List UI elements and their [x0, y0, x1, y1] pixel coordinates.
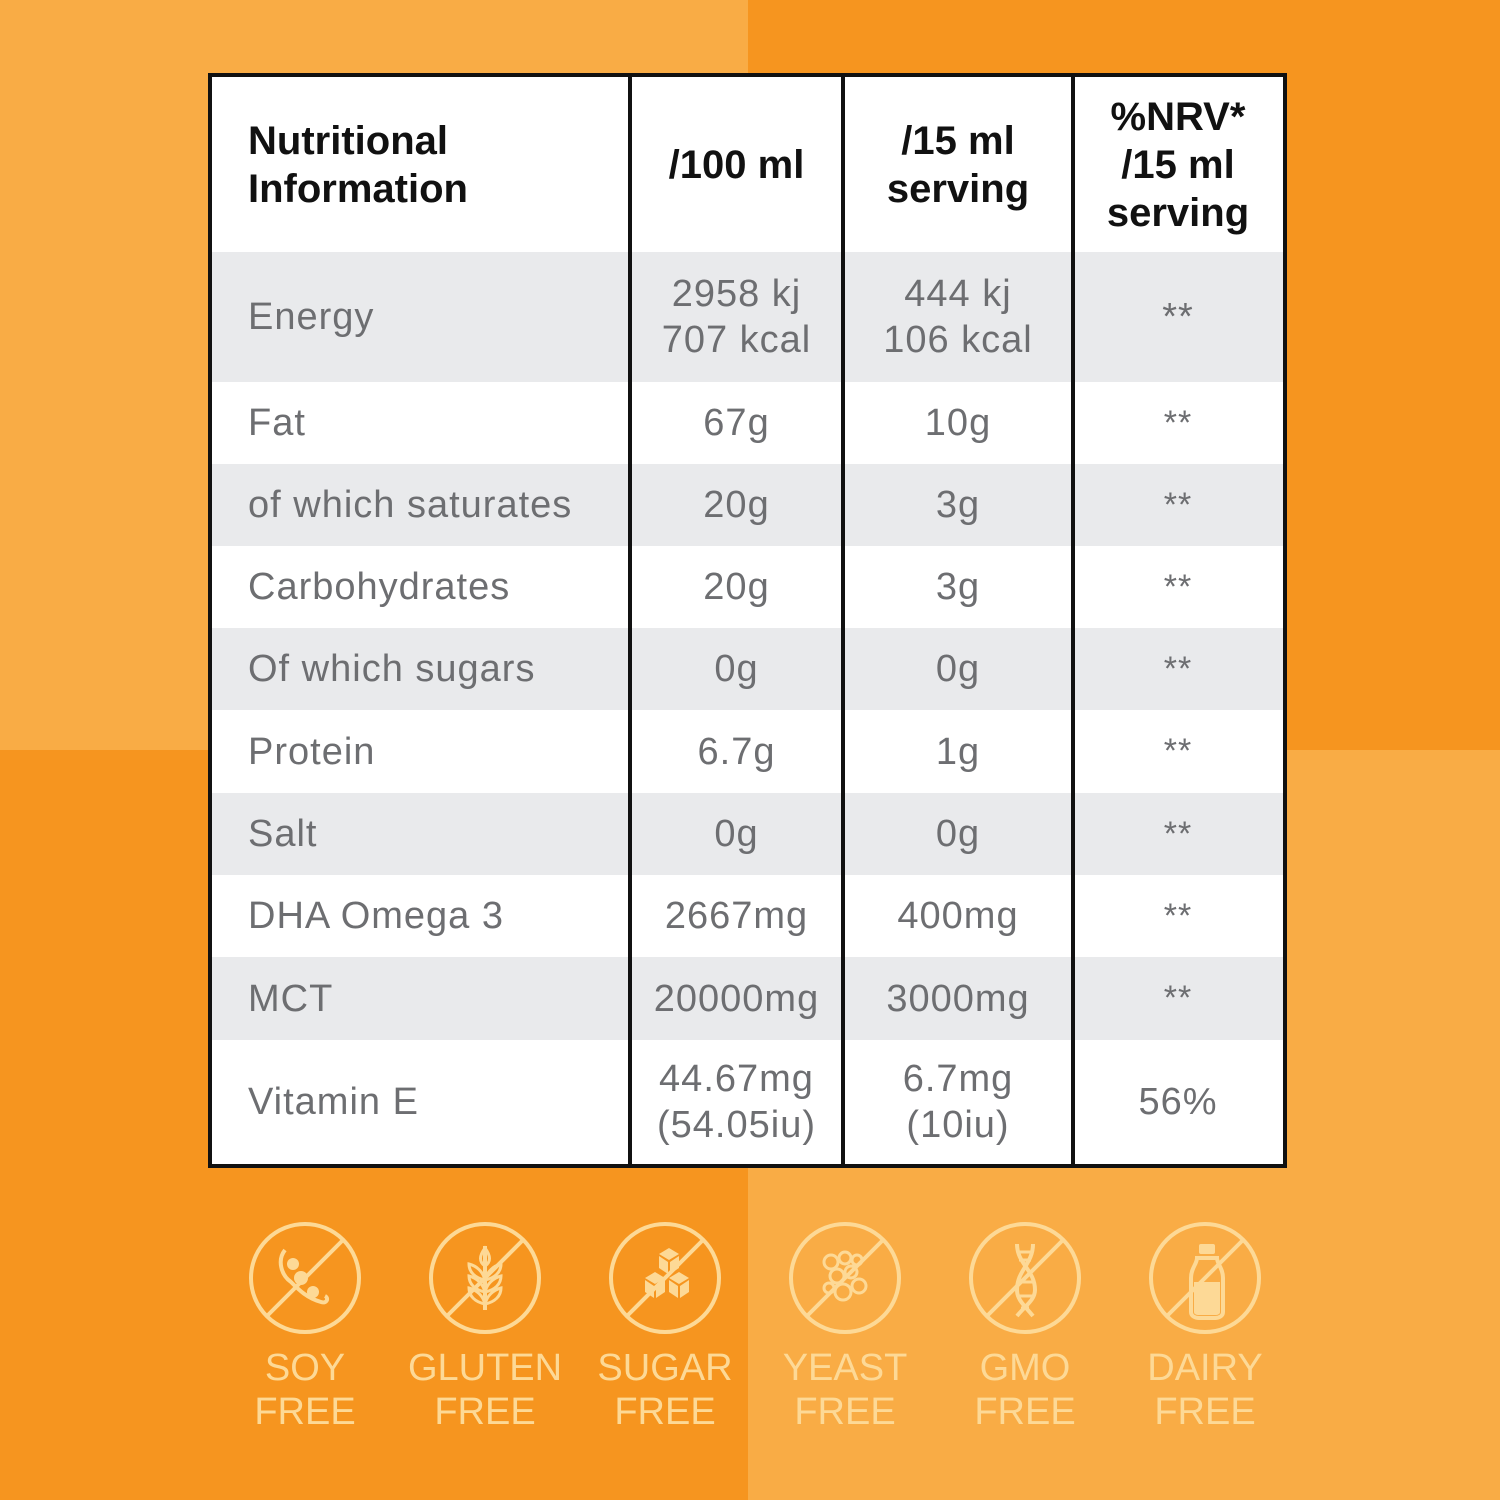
header-row: Nutritional Information/100 ml/15 ml servi…: [212, 77, 1283, 252]
badge-line1: SUGAR: [597, 1347, 733, 1389]
nutrient-name: of which saturates: [248, 484, 573, 526]
table-row: of which saturates 20g 3g **: [212, 464, 1283, 546]
table-row: Salt 0g 0g **: [212, 793, 1283, 875]
badge-sugar-free: SUGAR FREE: [590, 1220, 740, 1434]
badge-line1: DAIRY: [1147, 1347, 1263, 1389]
value-nrv: **: [1163, 568, 1193, 606]
badge-label: DAIRY FREE: [1147, 1346, 1262, 1434]
badge-line2: FREE: [794, 1391, 896, 1433]
value-per-100ml: 6.7g: [697, 730, 776, 773]
value-per-15ml: 3g: [935, 484, 981, 526]
badge-label: YEAST FREE: [783, 1346, 908, 1434]
badge-label: GLUTEN FREE: [408, 1346, 562, 1434]
badge-gmo-free: GMO FREE: [950, 1220, 1100, 1434]
value-per-15ml: 444 kj 106 kcal: [883, 273, 1033, 361]
value-per-15ml: 1g: [935, 730, 981, 773]
value-per-100ml: 67g: [703, 402, 770, 444]
badge-label: GMO FREE: [974, 1346, 1075, 1434]
nutrient-name: Protein: [248, 730, 376, 773]
badge-yeast-free: YEAST FREE: [770, 1220, 920, 1434]
yeast-icon: [789, 1222, 901, 1334]
nutrient-name: Salt: [248, 813, 318, 855]
badge-line1: GMO: [979, 1347, 1071, 1389]
table-row: Carbohydrates 20g 3g **: [212, 546, 1283, 628]
badge-line1: GLUTEN: [407, 1347, 563, 1389]
badge-gluten-free: GLUTEN FREE: [408, 1220, 562, 1434]
nutrient-name: Of which sugars: [248, 648, 536, 690]
sugar-cubes-icon: [609, 1222, 721, 1334]
badge-line2: FREE: [434, 1391, 536, 1433]
table-row: Of which sugars 0g 0g **: [212, 628, 1283, 710]
value-nrv: **: [1163, 979, 1193, 1017]
value-per-100ml: 44.67mg (54.05iu): [657, 1058, 816, 1146]
value-nrv: **: [1162, 296, 1194, 338]
value-nrv: **: [1163, 650, 1193, 688]
badge-label: SOY FREE: [254, 1346, 355, 1434]
table-row: MCT 20000mg 3000mg **: [212, 957, 1283, 1040]
value-nrv: **: [1163, 486, 1193, 524]
value-per-100ml: 2667mg: [664, 895, 809, 937]
badge-soy-free: SOY FREE: [230, 1220, 380, 1434]
value-per-15ml: 3g: [935, 566, 981, 608]
nutrient-name: Energy: [248, 296, 375, 338]
table-row: DHA Omega 3 2667mg 400mg **: [212, 875, 1283, 957]
value-nrv: **: [1163, 404, 1193, 442]
value-nrv: **: [1163, 732, 1193, 770]
wheat-icon: [429, 1222, 541, 1334]
table-row: Fat 67g 10g **: [212, 382, 1283, 464]
badge-line2: FREE: [254, 1391, 356, 1433]
table-row: Energy 2958 kj 707 kcal 444 kj 106 kcal **: [212, 252, 1283, 382]
table-row: Protein 6.7g 1g **: [212, 710, 1283, 793]
nutrient-name: MCT: [248, 977, 334, 1020]
value-per-100ml: 20g: [703, 484, 770, 526]
value-per-100ml: 0g: [714, 813, 759, 855]
column-divider: [1071, 77, 1075, 1164]
badge-dairy-free: DAIRY FREE: [1130, 1220, 1280, 1434]
value-per-15ml: 0g: [935, 813, 981, 855]
free-from-badges: SOY FREE GLUTEN FREE SUGAR FREE YEAST FREE G…: [230, 1220, 1280, 1434]
header-per-15ml-serving: /15 ml serving: [886, 118, 1030, 211]
value-per-100ml: 20000mg: [653, 977, 820, 1020]
value-per-100ml: 2958 kj 707 kcal: [661, 273, 812, 361]
value-per-15ml: 400mg: [897, 895, 1019, 937]
soy-icon: [249, 1222, 361, 1334]
badge-line2: FREE: [974, 1391, 1076, 1433]
value-per-15ml: 10g: [924, 402, 992, 444]
header-nrv-per-15ml: %NRV*/15 ml serving: [1106, 94, 1250, 235]
badge-line1: YEAST: [782, 1347, 908, 1389]
header-per-100ml: /100 ml: [668, 142, 805, 187]
nutrient-name: Carbohydrates: [248, 566, 511, 608]
value-per-100ml: 0g: [714, 648, 759, 690]
column-divider: [841, 77, 845, 1164]
column-divider: [628, 77, 632, 1164]
dna-icon: [969, 1222, 1081, 1334]
value-per-15ml: 6.7mg (10iu): [902, 1058, 1014, 1146]
value-per-100ml: 20g: [703, 566, 770, 608]
nutrient-name: DHA Omega 3: [248, 895, 504, 937]
value-per-15ml: 3000mg: [886, 977, 1030, 1020]
badge-line2: FREE: [1154, 1391, 1256, 1433]
milk-bottle-icon: [1149, 1222, 1261, 1334]
badge-line1: SOY: [264, 1347, 346, 1389]
value-nrv: **: [1163, 815, 1193, 853]
nutrient-name: Vitamin E: [248, 1081, 419, 1123]
badge-line2: FREE: [614, 1391, 716, 1433]
nutrient-name: Fat: [248, 402, 306, 444]
table-row: Vitamin E 44.67mg (54.05iu) 6.7mg (10iu) 56%: [212, 1040, 1283, 1164]
badge-label: SUGAR FREE: [597, 1346, 732, 1434]
header-nutritional-information: Nutritional Information: [248, 118, 468, 211]
value-nrv: **: [1163, 897, 1193, 935]
value-per-15ml: 0g: [935, 648, 981, 690]
value-nrv: 56%: [1138, 1081, 1218, 1123]
nutrition-table: Nutritional Information/100 ml/15 ml servi…: [208, 73, 1287, 1168]
